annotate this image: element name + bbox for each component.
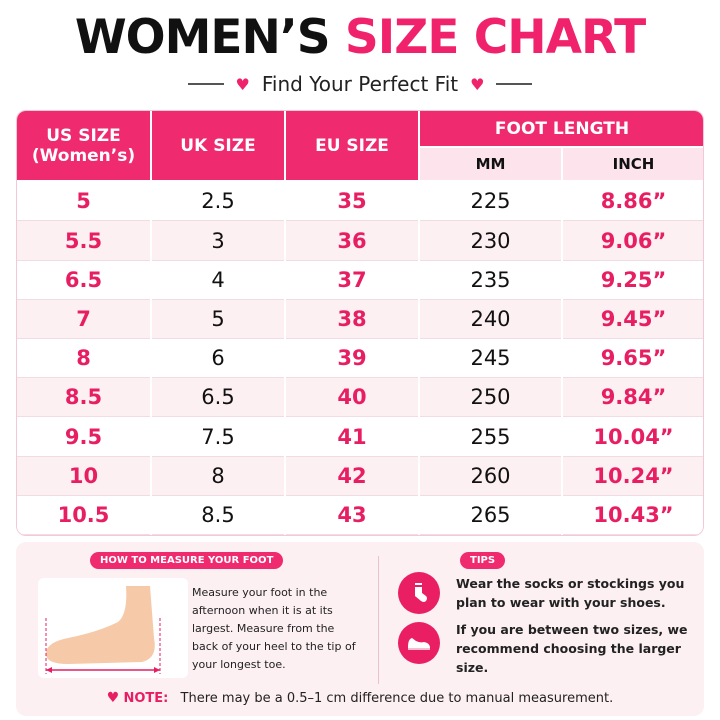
cell-inch: 10.04” <box>562 416 703 457</box>
header-us-line1: US SIZE <box>46 125 121 146</box>
table-row: 10 8 42 260 10.24” <box>17 456 703 496</box>
cell-eu-size: 36 <box>285 220 420 261</box>
cell-mm: 260 <box>419 456 563 496</box>
cell-eu-size: 35 <box>285 181 420 222</box>
cell-us-size: 5.5 <box>17 220 152 261</box>
cell-us-size: 9.5 <box>17 416 152 457</box>
cell-eu-size: 39 <box>285 338 420 379</box>
header-uk-size: UK SIZE <box>151 111 286 182</box>
table-row: 8 6 39 245 9.65” <box>17 338 703 379</box>
heart-icon: ♥ <box>106 690 120 706</box>
cell-uk-size: 7.5 <box>151 416 286 457</box>
cell-us-size: 10 <box>17 456 152 496</box>
cell-uk-size: 3 <box>151 220 286 261</box>
cell-eu-size: 43 <box>285 495 420 535</box>
title-part-1: WOMEN’S <box>74 10 331 65</box>
cell-inch: 9.45” <box>562 299 703 340</box>
cell-uk-size: 8 <box>151 456 286 496</box>
note-label: NOTE: <box>123 691 169 706</box>
shoe-icon <box>398 622 440 664</box>
note-text: There may be a 0.5–1 cm difference due t… <box>180 691 614 706</box>
cell-us-size: 6.5 <box>17 260 152 300</box>
subtitle: Find Your Perfect Fit <box>261 72 459 96</box>
header-eu-size: EU SIZE <box>285 111 420 182</box>
page-title: WOMEN’S SIZE CHART <box>0 10 720 65</box>
cell-uk-size: 6.5 <box>151 377 286 418</box>
header-us-line2: (Women’s) <box>31 145 136 166</box>
cell-inch: 9.84” <box>562 377 703 418</box>
cell-uk-size: 4 <box>151 260 286 300</box>
cell-eu-size: 37 <box>285 260 420 300</box>
tip-text-1: Wear the socks or stockings you plan to … <box>456 576 685 610</box>
header-us-size: US SIZE (Women’s) <box>17 111 152 182</box>
table-row: 8.5 6.5 40 250 9.84” <box>17 377 703 418</box>
cell-mm: 250 <box>419 377 563 418</box>
divider-line-right <box>496 83 533 85</box>
sock-icon <box>398 572 440 614</box>
cell-us-size: 7 <box>17 299 152 340</box>
table-row: 5.5 3 36 230 9.06” <box>17 220 703 261</box>
cell-mm: 265 <box>419 495 563 535</box>
header-foot-length: FOOT LENGTH <box>419 111 703 148</box>
cell-us-size: 10.5 <box>17 495 152 535</box>
cell-mm: 245 <box>419 338 563 379</box>
cell-mm: 230 <box>419 220 563 261</box>
cell-mm: 255 <box>419 416 563 457</box>
cell-mm: 225 <box>419 181 563 222</box>
cell-us-size: 8 <box>17 338 152 379</box>
cell-inch: 10.43” <box>562 495 703 535</box>
table-row: 9.5 7.5 41 255 10.04” <box>17 416 703 457</box>
foot-icon <box>45 586 161 674</box>
table-row: 10.5 8.5 43 265 10.43” <box>17 495 703 535</box>
cell-inch: 8.86” <box>562 181 703 222</box>
header-mm: MM <box>419 147 563 182</box>
subtitle-row: ♥ Find Your Perfect Fit ♥ <box>0 72 720 96</box>
cell-mm: 240 <box>419 299 563 340</box>
cell-uk-size: 6 <box>151 338 286 379</box>
table-row: 6.5 4 37 235 9.25” <box>17 260 703 300</box>
foot-illustration <box>38 578 188 678</box>
measure-instructions: Measure your foot in the afternoon when … <box>192 586 356 671</box>
measure-label: HOW TO MEASURE YOUR FOOT <box>90 552 284 569</box>
cell-eu-size: 41 <box>285 416 420 457</box>
info-panel: HOW TO MEASURE YOUR FOOT Measure your fo… <box>16 542 704 716</box>
tip-text-2: If you are between two sizes, we recomme… <box>456 622 688 675</box>
table-row: 5 2.5 35 225 8.86” <box>17 181 703 222</box>
cell-inch: 9.06” <box>562 220 703 261</box>
header-inch: INCH <box>562 147 703 182</box>
cell-eu-size: 40 <box>285 377 420 418</box>
divider-line-left <box>187 83 224 85</box>
cell-uk-size: 8.5 <box>151 495 286 535</box>
heart-icon: ♥ <box>470 74 485 94</box>
cell-eu-size: 38 <box>285 299 420 340</box>
size-table: US SIZE (Women’s) UK SIZE EU SIZE FOOT L… <box>16 110 704 536</box>
cell-uk-size: 2.5 <box>151 181 286 222</box>
tips-label: TIPS <box>460 552 506 569</box>
cell-mm: 235 <box>419 260 563 300</box>
note-row: ♥ NOTE: There may be a 0.5–1 cm differen… <box>16 690 704 706</box>
table-row: 7 5 38 240 9.45” <box>17 299 703 340</box>
cell-inch: 10.24” <box>562 456 703 496</box>
cell-eu-size: 42 <box>285 456 420 496</box>
heart-icon: ♥ <box>235 74 250 94</box>
cell-inch: 9.65” <box>562 338 703 379</box>
cell-us-size: 5 <box>17 181 152 222</box>
cell-inch: 9.25” <box>562 260 703 300</box>
cell-us-size: 8.5 <box>17 377 152 418</box>
cell-uk-size: 5 <box>151 299 286 340</box>
title-part-2: SIZE CHART <box>344 10 646 65</box>
panel-divider <box>378 556 379 684</box>
